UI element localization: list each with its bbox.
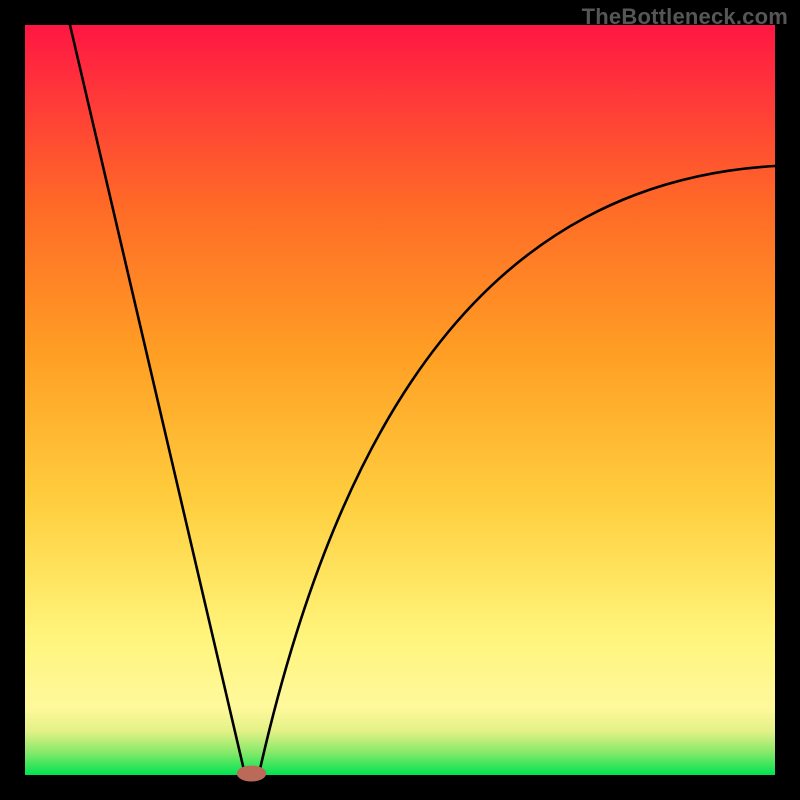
watermark-text: TheBottleneck.com [582, 4, 788, 30]
optimal-marker [237, 766, 266, 781]
bottleneck-chart [0, 0, 800, 800]
